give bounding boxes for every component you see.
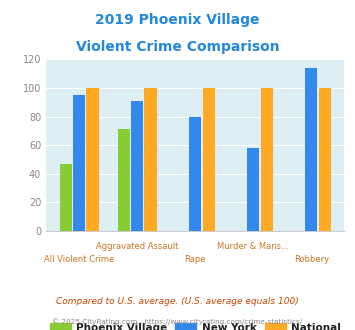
Bar [189, 116, 201, 231]
Bar [318, 88, 331, 231]
Bar [60, 164, 72, 231]
Bar [131, 101, 143, 231]
Bar [202, 88, 215, 231]
Text: 2019 Phoenix Village: 2019 Phoenix Village [95, 13, 260, 27]
Text: Aggravated Assault: Aggravated Assault [96, 243, 179, 251]
Bar [247, 148, 260, 231]
Text: Violent Crime Comparison: Violent Crime Comparison [76, 40, 279, 53]
Text: Rape: Rape [185, 255, 206, 264]
Bar [86, 88, 99, 231]
Text: Murder & Mans...: Murder & Mans... [217, 243, 289, 251]
Legend: Phoenix Village, New York, National: Phoenix Village, New York, National [46, 318, 345, 330]
Text: All Violent Crime: All Violent Crime [44, 255, 114, 264]
Bar [261, 88, 273, 231]
Bar [144, 88, 157, 231]
Text: Robbery: Robbery [294, 255, 329, 264]
Text: Compared to U.S. average. (U.S. average equals 100): Compared to U.S. average. (U.S. average … [56, 297, 299, 307]
Text: © 2025 CityRating.com - https://www.cityrating.com/crime-statistics/: © 2025 CityRating.com - https://www.city… [53, 318, 302, 325]
Bar [305, 68, 317, 231]
Bar [73, 95, 85, 231]
Bar [118, 129, 130, 231]
